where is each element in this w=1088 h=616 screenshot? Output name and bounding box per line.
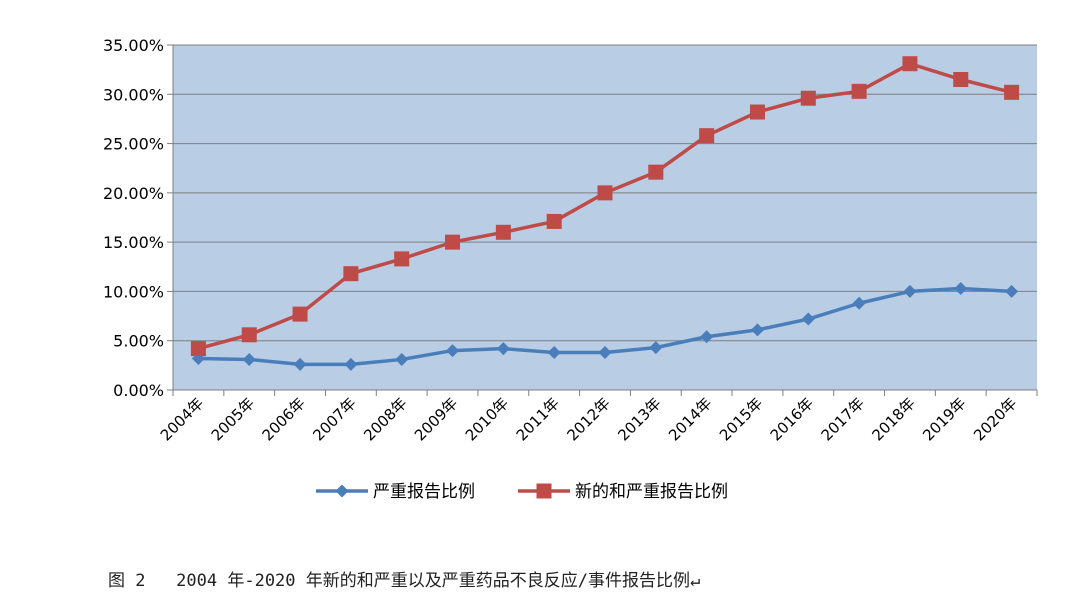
data-point (547, 346, 561, 360)
data-point (649, 341, 663, 355)
plot-area (173, 45, 1037, 390)
series-1 (191, 281, 1019, 371)
data-point (1004, 84, 1020, 100)
x-tick-label: 2017年 (818, 394, 868, 444)
x-tick-label: 2010年 (462, 394, 512, 444)
data-point (546, 213, 562, 229)
data-point (801, 312, 815, 326)
x-tick-label: 2008年 (360, 394, 410, 444)
data-point (749, 104, 765, 120)
x-tick-label: 2015年 (716, 394, 766, 444)
x-tick-label: 2012年 (563, 394, 613, 444)
data-point (395, 352, 409, 366)
x-tick-label: 2014年 (665, 394, 715, 444)
y-tick-label: 5.00% (113, 332, 164, 351)
x-tick-label: 2007年 (309, 394, 359, 444)
data-point (597, 185, 613, 201)
data-point (343, 266, 359, 282)
x-tick-label: 2013年 (614, 394, 664, 444)
y-tick-label: 0.00% (113, 381, 164, 400)
data-point (496, 342, 510, 356)
legend: 严重报告比例 新的和严重报告比例 (316, 482, 728, 502)
y-tick-label: 10.00% (103, 282, 164, 301)
data-point (445, 234, 461, 250)
y-tick-label: 35.00% (103, 36, 164, 55)
y-tick-label: 30.00% (103, 85, 164, 104)
data-point (699, 128, 715, 144)
data-point (852, 296, 866, 310)
axes (172, 45, 1037, 391)
x-tick-label: 2004年 (157, 394, 207, 444)
x-tick-label: 2009年 (411, 394, 461, 444)
y-tick-label: 25.00% (103, 135, 164, 154)
y-axis-ticks: 0.00% 5.00% 10.00% 15.00% 20.00% 25.00% 30.00%… (103, 36, 173, 400)
legend-marker (536, 483, 552, 499)
figure-caption: 图 2 2004 年-2020 年新的和严重以及严重药品不良反应/事件报告比例↵ (108, 571, 701, 591)
legend-marker (335, 484, 349, 498)
data-point (800, 90, 816, 106)
data-point (700, 330, 714, 344)
data-point (241, 327, 257, 343)
gridlines (173, 44, 1037, 342)
data-point (1005, 284, 1019, 298)
data-point (344, 357, 358, 371)
y-tick-label: 20.00% (103, 184, 164, 203)
data-point (903, 284, 917, 298)
data-point (953, 72, 969, 87)
data-point (598, 346, 612, 360)
data-point (648, 164, 664, 180)
x-tick-label: 2019年 (919, 394, 969, 444)
x-tick-label: 2016年 (767, 394, 817, 444)
x-tick-label: 2011年 (513, 394, 563, 444)
x-axis-ticks: 2004年 2005年 2006年 2007年 2008年 2009年 2010年 2011年… (157, 390, 1038, 444)
data-point (242, 352, 256, 366)
data-point (954, 281, 968, 295)
data-point (190, 341, 206, 357)
x-tick-label: 2018年 (868, 394, 918, 444)
data-point (293, 357, 307, 371)
x-tick-label: 2020年 (970, 394, 1020, 444)
x-tick-label: 2006年 (259, 394, 309, 444)
data-point (394, 251, 410, 267)
data-point (750, 323, 764, 337)
data-point (446, 344, 460, 358)
x-tick-label: 2005年 (208, 394, 258, 444)
data-point (495, 224, 511, 240)
data-point (902, 56, 918, 72)
series (190, 56, 1020, 371)
data-point (292, 306, 308, 322)
legend-label: 新的和严重报告比例 (575, 482, 728, 502)
series-2 (190, 56, 1020, 357)
data-point (851, 83, 867, 99)
legend-label: 严重报告比例 (373, 482, 475, 502)
y-tick-label: 15.00% (103, 233, 164, 252)
